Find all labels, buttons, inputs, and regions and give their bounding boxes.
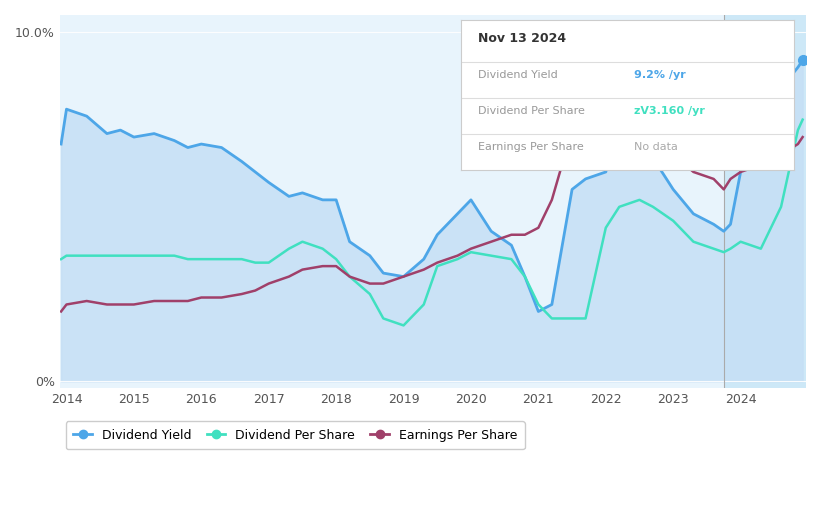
Text: Earnings Per Share: Earnings Per Share — [478, 142, 584, 152]
Text: Past: Past — [727, 34, 753, 47]
Text: zᐯ3.160 /yr: zᐯ3.160 /yr — [635, 106, 705, 116]
Legend: Dividend Yield, Dividend Per Share, Earnings Per Share: Dividend Yield, Dividend Per Share, Earn… — [66, 421, 525, 449]
Bar — [724, 15, 806, 388]
Text: Dividend Per Share: Dividend Per Share — [478, 106, 585, 116]
Text: No data: No data — [635, 142, 678, 152]
Text: 9.2% /yr: 9.2% /yr — [635, 70, 686, 80]
Text: Dividend Yield: Dividend Yield — [478, 70, 557, 80]
Text: Nov 13 2024: Nov 13 2024 — [478, 33, 566, 45]
